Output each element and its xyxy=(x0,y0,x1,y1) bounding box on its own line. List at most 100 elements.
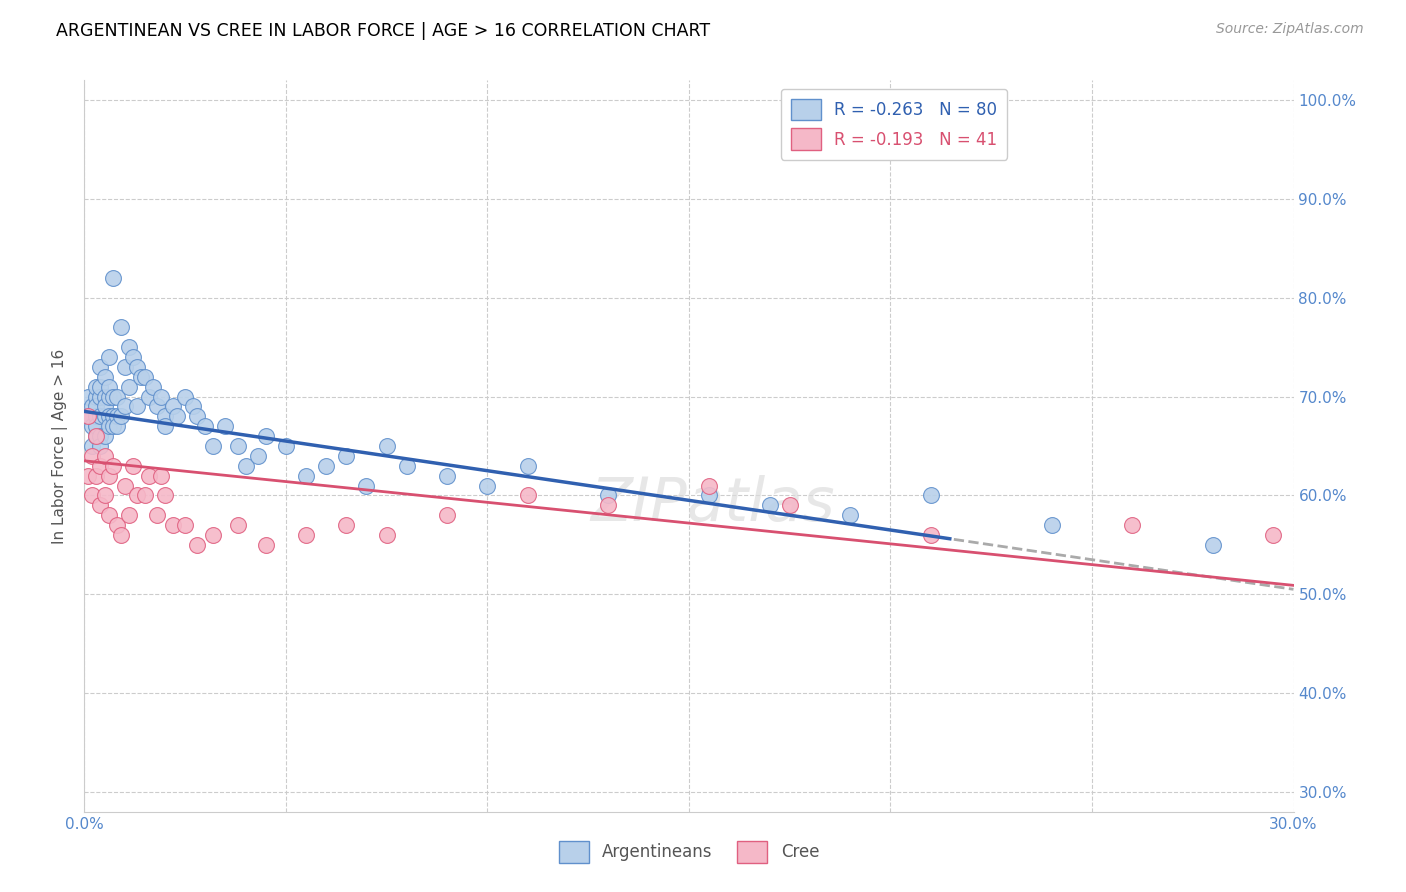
Point xyxy=(93,429,115,443)
Point xyxy=(97,380,120,394)
Point xyxy=(101,419,124,434)
Point xyxy=(274,439,297,453)
Point xyxy=(920,488,942,502)
Point xyxy=(105,518,128,533)
Point xyxy=(101,458,124,473)
Point xyxy=(477,478,499,492)
Point xyxy=(920,528,942,542)
Point xyxy=(153,419,176,434)
Point xyxy=(226,518,249,533)
Point xyxy=(93,390,115,404)
Point xyxy=(125,359,148,374)
Point xyxy=(82,419,104,434)
Point xyxy=(125,488,148,502)
Point xyxy=(82,439,104,453)
Point xyxy=(121,350,143,364)
Point xyxy=(138,390,160,404)
Point xyxy=(89,429,111,443)
Point xyxy=(89,380,111,394)
Point xyxy=(166,409,188,424)
Point xyxy=(86,409,108,424)
Point xyxy=(97,468,120,483)
Point xyxy=(162,400,184,414)
Legend: Argentineans, Cree: Argentineans, Cree xyxy=(553,835,825,869)
Point xyxy=(129,369,152,384)
Point xyxy=(89,439,111,453)
Point xyxy=(202,528,225,542)
Point xyxy=(1040,518,1063,533)
Point xyxy=(110,528,132,542)
Point xyxy=(375,528,398,542)
Point xyxy=(436,468,458,483)
Text: Source: ZipAtlas.com: Source: ZipAtlas.com xyxy=(1216,22,1364,37)
Point xyxy=(174,390,197,404)
Point xyxy=(97,419,120,434)
Point xyxy=(86,390,108,404)
Point xyxy=(436,508,458,523)
Point xyxy=(93,488,115,502)
Point xyxy=(86,400,108,414)
Point xyxy=(97,390,120,404)
Point xyxy=(105,419,128,434)
Text: ARGENTINEAN VS CREE IN LABOR FORCE | AGE > 16 CORRELATION CHART: ARGENTINEAN VS CREE IN LABOR FORCE | AGE… xyxy=(56,22,710,40)
Point xyxy=(101,390,124,404)
Point xyxy=(82,488,104,502)
Y-axis label: In Labor Force | Age > 16: In Labor Force | Age > 16 xyxy=(52,349,69,543)
Point xyxy=(254,538,277,552)
Point xyxy=(97,409,120,424)
Point xyxy=(516,488,538,502)
Point xyxy=(335,518,357,533)
Point xyxy=(77,468,100,483)
Point xyxy=(118,340,141,354)
Point xyxy=(295,528,318,542)
Point xyxy=(202,439,225,453)
Point xyxy=(89,498,111,512)
Point xyxy=(118,508,141,523)
Point xyxy=(105,409,128,424)
Point xyxy=(118,380,141,394)
Point xyxy=(101,409,124,424)
Point xyxy=(186,409,208,424)
Point xyxy=(82,449,104,463)
Point xyxy=(1121,518,1143,533)
Point xyxy=(86,380,108,394)
Point xyxy=(110,409,132,424)
Point xyxy=(254,429,277,443)
Point xyxy=(697,488,720,502)
Point xyxy=(77,390,100,404)
Point xyxy=(186,538,208,552)
Point xyxy=(146,508,169,523)
Point xyxy=(1202,538,1225,552)
Point xyxy=(138,468,160,483)
Point xyxy=(82,400,104,414)
Point xyxy=(395,458,418,473)
Point xyxy=(375,439,398,453)
Point xyxy=(110,320,132,334)
Point xyxy=(149,468,172,483)
Point xyxy=(142,380,165,394)
Point xyxy=(121,458,143,473)
Point xyxy=(146,400,169,414)
Point xyxy=(97,508,120,523)
Point xyxy=(356,478,378,492)
Point xyxy=(235,458,257,473)
Point xyxy=(114,359,136,374)
Point xyxy=(86,419,108,434)
Point xyxy=(97,350,120,364)
Point xyxy=(174,518,197,533)
Point xyxy=(125,400,148,414)
Point xyxy=(89,359,111,374)
Point xyxy=(516,458,538,473)
Point xyxy=(162,518,184,533)
Point xyxy=(86,468,108,483)
Point xyxy=(149,390,172,404)
Point xyxy=(295,468,318,483)
Point xyxy=(226,439,249,453)
Point xyxy=(86,429,108,443)
Point xyxy=(181,400,204,414)
Point xyxy=(839,508,862,523)
Point xyxy=(101,271,124,285)
Point xyxy=(89,390,111,404)
Point xyxy=(114,478,136,492)
Point xyxy=(77,409,100,424)
